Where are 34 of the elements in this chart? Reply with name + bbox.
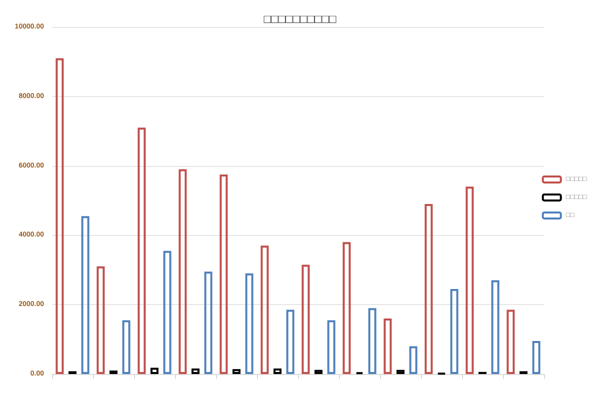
bar <box>163 250 172 374</box>
bar <box>122 320 130 374</box>
bar <box>245 273 254 374</box>
bar <box>506 310 515 374</box>
bar <box>302 264 310 374</box>
bar <box>327 320 336 374</box>
bar <box>286 310 294 374</box>
bar <box>260 246 269 374</box>
bar <box>520 371 528 374</box>
bar <box>56 58 64 374</box>
bar <box>368 308 376 374</box>
bar <box>396 370 404 374</box>
bar <box>466 186 474 374</box>
bar <box>450 288 458 374</box>
bar <box>274 368 282 374</box>
bar <box>204 272 212 374</box>
bar <box>150 368 158 374</box>
bar <box>96 266 105 374</box>
bar <box>384 318 392 374</box>
bar <box>532 341 540 374</box>
bar <box>220 174 228 374</box>
bar <box>409 346 418 374</box>
bar <box>178 169 187 374</box>
bar <box>424 204 433 374</box>
bar <box>342 242 351 374</box>
bar <box>491 280 500 374</box>
bar <box>138 128 146 374</box>
bar <box>81 216 90 374</box>
bar <box>232 369 240 374</box>
bar <box>68 371 76 374</box>
bar <box>314 370 322 374</box>
bar <box>192 368 200 374</box>
chart-title: □□□□□□□□□□ <box>264 12 337 26</box>
bar <box>110 370 118 374</box>
